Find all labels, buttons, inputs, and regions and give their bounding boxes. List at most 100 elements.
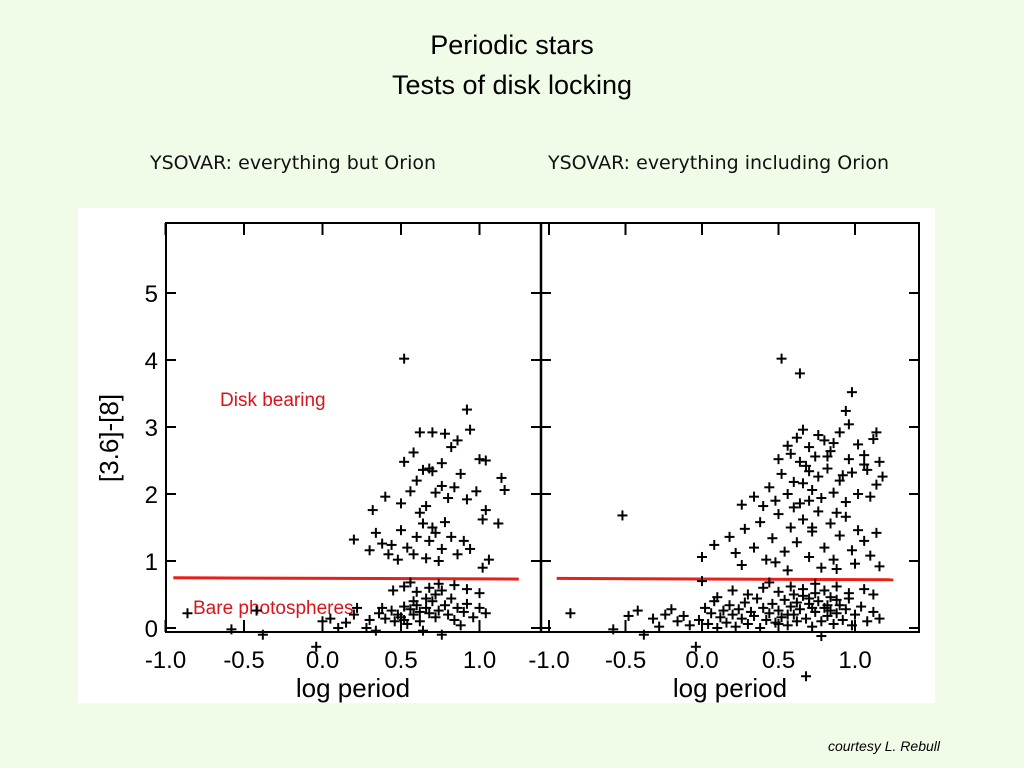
right-data-point (773, 509, 784, 520)
left-data-point (402, 542, 413, 553)
credit-note: courtesy L. Rebull (827, 738, 940, 754)
right-data-point (822, 451, 833, 462)
right-data-point (831, 594, 842, 605)
right-data-point (828, 438, 839, 449)
left-data-point (433, 605, 444, 616)
left-data-point (461, 404, 472, 415)
right-data-point (764, 608, 775, 619)
right-data-point (816, 493, 827, 504)
left-data-point (496, 472, 507, 483)
right-data-point (709, 539, 720, 550)
right-x-tick-label: 0.5 (762, 647, 795, 674)
left-data-point (430, 487, 441, 498)
right-data-point (794, 456, 805, 467)
right-data-point (843, 588, 854, 599)
right-data-point (865, 550, 876, 561)
y-tick-label: 4 (145, 348, 158, 375)
right-data-point (755, 623, 766, 633)
left-threshold-line (173, 576, 519, 581)
right-data-point (846, 467, 857, 478)
left-data-point (399, 601, 410, 612)
slide-title-line1: Periodic stars (430, 30, 594, 60)
right-data-point (782, 620, 793, 631)
left-data-point (461, 584, 472, 595)
left-data-point (226, 624, 237, 635)
left-data-point (374, 608, 385, 619)
left-data-point (427, 522, 438, 533)
right-data-point (773, 618, 784, 629)
right-data-point (813, 430, 824, 441)
right-data-point (794, 498, 805, 509)
right-data-point (816, 562, 827, 573)
right-data-point (834, 600, 845, 611)
right-data-point (565, 608, 576, 619)
right-data-point (801, 613, 812, 624)
left-data-point (458, 535, 469, 546)
left-data-point (427, 427, 438, 438)
right-data-point (700, 602, 711, 613)
left-data-point (446, 442, 457, 453)
right-data-point (822, 610, 833, 621)
right-data-point (654, 621, 665, 632)
right-data-point (871, 479, 882, 490)
left-data-point (424, 463, 435, 474)
right-data-point (764, 577, 775, 588)
left-data-point (386, 539, 397, 550)
left-data-point (414, 606, 425, 617)
right-data-point (843, 419, 854, 430)
right-data-point (638, 629, 649, 640)
right-data-point (715, 612, 726, 623)
right-data-point (779, 546, 790, 557)
left-data-point (452, 602, 463, 613)
right-data-point (816, 616, 827, 627)
right-data-point (782, 440, 793, 451)
left-data-point (408, 447, 419, 458)
left-data-point (439, 600, 450, 611)
left-data-point (446, 531, 457, 542)
left-data-point (399, 456, 410, 467)
right-data-point (834, 530, 845, 541)
left-data-point (380, 491, 391, 502)
left-data-point (251, 605, 262, 616)
right-data-point (831, 507, 842, 518)
right-data-point (853, 525, 864, 536)
left-data-point (421, 602, 432, 613)
y-tick-label: 0 (145, 616, 158, 643)
right-data-point (868, 606, 879, 617)
left-data-point (348, 534, 359, 545)
left-data-point (388, 585, 399, 596)
right-data-point (791, 537, 802, 548)
left-data-point (477, 562, 488, 573)
left-data-point (465, 424, 476, 435)
right-data-point (846, 620, 857, 631)
left-data-point (474, 454, 485, 465)
right-data-point (773, 605, 784, 616)
right-data-point (871, 427, 882, 438)
left-data-point (182, 608, 193, 619)
left-data-point (483, 554, 494, 565)
left-data-point (417, 518, 428, 529)
right-data-point (617, 510, 628, 521)
right-data-point (684, 620, 695, 631)
right-data-point (730, 547, 741, 558)
left-data-point (414, 427, 425, 438)
left-data-point (449, 580, 460, 591)
right-data-point (807, 484, 818, 495)
right-data-point (807, 621, 818, 632)
right-data-point (840, 405, 851, 416)
left-data-point (430, 612, 441, 623)
right-data-point (742, 589, 753, 600)
right-data-point (859, 535, 870, 546)
right-data-point (758, 582, 769, 593)
left-data-point (436, 458, 447, 469)
right-data-point (749, 610, 760, 621)
left-data-point (405, 577, 416, 588)
right-data-point (797, 584, 808, 595)
right-data-point (782, 489, 793, 499)
left-data-point (377, 538, 388, 549)
left-data-point (377, 602, 388, 613)
left-data-point (405, 604, 416, 615)
left-x-axis-label: log period (296, 673, 410, 703)
right-data-point (837, 470, 848, 481)
right-data-point (834, 475, 845, 486)
